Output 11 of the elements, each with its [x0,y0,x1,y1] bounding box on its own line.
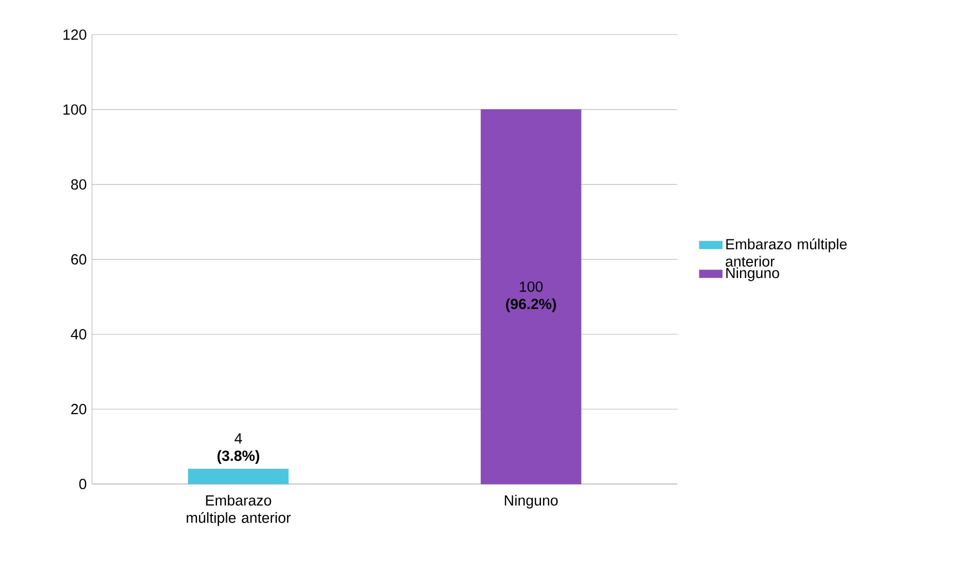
y-tick-label: 80 [71,179,86,190]
y-tick-label: 60 [71,254,86,265]
data-label: 4 (3.8%) [217,433,260,464]
y-tick-label: 120 [63,29,86,40]
legend-label: Embarazo múltiple anterior [726,238,847,267]
data-label: 100 (96.2%) [506,281,556,312]
y-tick-label: 100 [63,104,86,115]
y-tick-label: 20 [71,404,86,414]
legend-label: Ninguno [726,267,780,282]
y-tick-label: 0 [79,478,86,490]
y-tick-label: 40 [70,329,86,340]
